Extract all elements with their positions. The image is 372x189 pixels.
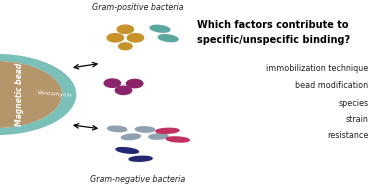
Wedge shape xyxy=(0,54,76,135)
Text: Gram-negative bacteria: Gram-negative bacteria xyxy=(90,175,185,184)
Text: Magnetic bead: Magnetic bead xyxy=(15,63,24,126)
Circle shape xyxy=(127,34,144,42)
Text: species: species xyxy=(338,98,368,108)
Text: bead modification: bead modification xyxy=(295,81,368,91)
Circle shape xyxy=(126,79,143,88)
Text: specific/unspecific binding?: specific/unspecific binding? xyxy=(197,35,350,45)
Ellipse shape xyxy=(135,127,155,132)
Text: resistance: resistance xyxy=(327,131,368,140)
Ellipse shape xyxy=(156,128,179,133)
Circle shape xyxy=(117,25,134,33)
Text: strain: strain xyxy=(346,115,368,124)
Ellipse shape xyxy=(149,134,168,139)
Text: immobilization technique: immobilization technique xyxy=(266,64,368,74)
Ellipse shape xyxy=(121,134,141,140)
Ellipse shape xyxy=(158,35,178,42)
Circle shape xyxy=(119,43,132,50)
Ellipse shape xyxy=(116,148,138,153)
Text: Which factors contribute to: Which factors contribute to xyxy=(197,20,349,29)
Wedge shape xyxy=(0,61,62,128)
Ellipse shape xyxy=(150,25,170,32)
Ellipse shape xyxy=(166,137,189,142)
Circle shape xyxy=(115,86,132,94)
Ellipse shape xyxy=(108,126,127,132)
Circle shape xyxy=(107,34,124,42)
Text: Vancomycin: Vancomycin xyxy=(22,137,47,169)
Text: Gram-positive bacteria: Gram-positive bacteria xyxy=(92,3,183,12)
Text: Vancomycin: Vancomycin xyxy=(37,91,73,98)
Circle shape xyxy=(104,79,121,87)
Text: Vancomycin: Vancomycin xyxy=(22,20,47,52)
Ellipse shape xyxy=(129,156,152,161)
